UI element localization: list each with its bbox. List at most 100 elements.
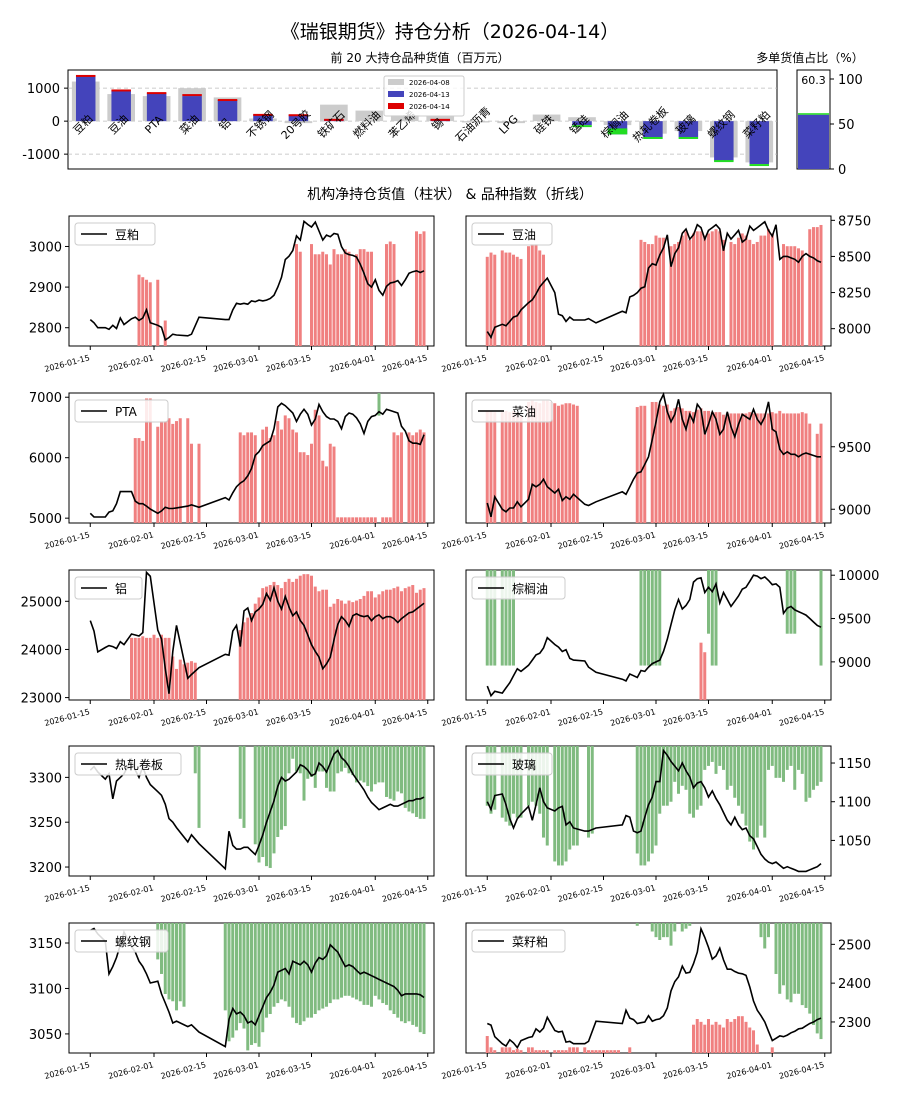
panel-bar [643, 570, 647, 666]
panel-bar [658, 404, 662, 523]
panel-bar [163, 421, 167, 523]
panel-bar [695, 1019, 699, 1053]
panel-bar [276, 746, 280, 837]
panel-bar [366, 923, 370, 1005]
panel-bar [355, 600, 358, 700]
panel-xtick-label: 2026-04-01 [726, 1060, 773, 1081]
panel-legend-box [471, 752, 553, 776]
panel-bar [542, 254, 545, 346]
panel-bar [175, 668, 178, 700]
panel-bar [355, 254, 358, 346]
panel-xtick-label: 2026-03-15 [265, 353, 312, 374]
panel-bar [669, 410, 673, 523]
panel-bar [557, 405, 560, 523]
panel-bar [538, 403, 542, 523]
panel-bar [287, 578, 291, 700]
panel-bar [381, 517, 385, 523]
panel-bar [635, 746, 639, 854]
panel-bar [658, 237, 662, 346]
top-category-label: 20号胶 [278, 107, 313, 142]
panel-bar [703, 746, 707, 770]
panel-bar [819, 570, 823, 666]
panel-bar [178, 659, 182, 700]
panel-ytick-label: 3300 [29, 771, 62, 786]
middle-title: 机构净持仓货值（柱状） & 品种指数（折线） [307, 186, 593, 203]
ratio-ytick-label: 0 [838, 163, 846, 178]
top-bar-change [324, 118, 344, 121]
panel-bar [137, 274, 141, 346]
panel-bar [583, 1047, 587, 1053]
panel-bar [370, 517, 373, 523]
panel-bar [714, 412, 718, 523]
panel-bar [695, 409, 699, 523]
panel-bar [819, 224, 823, 346]
panel-legend-box [471, 399, 553, 423]
panel-bar [235, 923, 238, 1031]
panel-bar [654, 923, 658, 938]
panel-bar [310, 244, 313, 346]
panel-bar [515, 746, 519, 818]
panel-bar [733, 1019, 737, 1053]
panel-bar [355, 746, 358, 783]
panel-bar [493, 746, 497, 810]
panel-bar [815, 433, 819, 523]
panel-bar [238, 923, 242, 1024]
panel-bar [310, 746, 313, 777]
panel-xtick-label: 2026-01-15 [44, 883, 91, 904]
panel-legend-box [471, 222, 553, 246]
ratio-ytick-label: 100 [838, 73, 863, 88]
panel-bar [291, 581, 295, 700]
panel-xtick-label: 2026-01-15 [441, 707, 488, 728]
panel-bar [358, 746, 362, 781]
panel-xtick-label: 2026-04-15 [381, 353, 428, 374]
panel-bar [321, 589, 325, 700]
panel-bar [684, 923, 688, 929]
panel-bar [722, 239, 725, 346]
panel-bar [718, 412, 722, 523]
panel-bar [564, 746, 568, 862]
panel-bar [594, 1050, 598, 1053]
panel-bar [400, 432, 403, 523]
panel-bar [527, 1047, 530, 1053]
panel-bar [714, 1021, 718, 1053]
panel-xtick-label: 2026-04-15 [778, 707, 825, 728]
panel-7: 3200 3250 3300 2026-01-15 2026-02-01 2026-02-… [29, 745, 435, 904]
panel-xtick-label: 2026-01-15 [441, 1060, 488, 1081]
top-bar-mid [75, 75, 96, 122]
panel-xtick-label: 2026-02-01 [504, 353, 551, 374]
panel-bar [545, 400, 549, 523]
panel-bar [171, 423, 175, 523]
panel-bar [130, 637, 133, 700]
panel-ytick-label: 24000 [21, 643, 62, 658]
panel-bar [351, 602, 355, 700]
panel-xtick-label: 2026-04-01 [329, 530, 376, 551]
panel-bar [695, 746, 699, 810]
top-bar-change [430, 118, 450, 121]
long-ratio-chart: 100 50 0 60.3 [796, 69, 863, 178]
panel-bar [695, 231, 699, 346]
panel-index-line [486, 925, 822, 1050]
panel-bar [422, 432, 426, 523]
panel-bar [175, 923, 178, 1011]
panel-xtick-label: 2026-01-15 [441, 883, 488, 904]
panel-xtick-label: 2026-04-01 [329, 1060, 376, 1081]
panel-bar [710, 746, 714, 762]
panel-bar [542, 400, 545, 523]
panel-index-line [89, 219, 425, 342]
panel-bar [673, 244, 677, 346]
panel-bar [707, 570, 710, 634]
panel-bar [388, 589, 392, 700]
panel-xtick-label: 2026-04-15 [381, 707, 428, 728]
panel-2: 8000 8250 8500 8750 2026-01-15 2026-02-01 2026… [441, 214, 872, 374]
panel-xtick-label: 2026-04-15 [381, 883, 428, 904]
panel-bar [819, 746, 823, 782]
panel-bar [411, 923, 415, 1025]
top-bar-mid [146, 93, 167, 122]
panel-bar [590, 1050, 594, 1053]
panel-bar [396, 586, 400, 700]
panel-bar [145, 279, 148, 346]
panel-bar [246, 617, 250, 700]
panel-legend-label: 玻璃 [512, 758, 536, 772]
panel-bar [564, 1050, 568, 1053]
top-ytick-label: -1000 [22, 148, 60, 163]
